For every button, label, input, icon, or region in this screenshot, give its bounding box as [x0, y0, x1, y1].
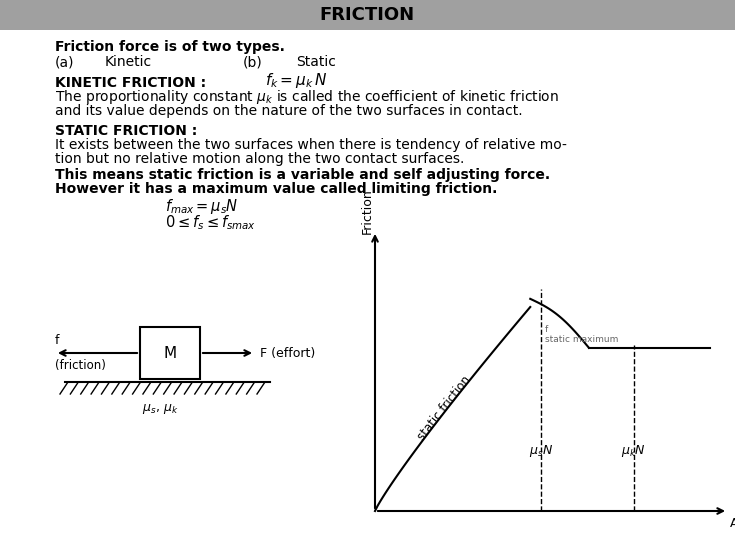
Text: FRICTION: FRICTION	[320, 6, 415, 24]
Text: This means static friction is a variable and self adjusting force.: This means static friction is a variable…	[55, 168, 550, 182]
Text: KINETIC FRICTION :: KINETIC FRICTION :	[55, 76, 206, 90]
Bar	[0, 0, 735, 30]
Text: Applied Force: Applied Force	[730, 517, 735, 529]
Text: Kinetic: Kinetic	[105, 55, 152, 69]
Text: $\mu_s N$: $\mu_s N$	[528, 443, 553, 459]
Text: M: M	[163, 345, 176, 361]
Text: Friction: Friction	[360, 188, 373, 234]
Bar	[140, 327, 200, 379]
Text: static friction: static friction	[415, 373, 473, 442]
Text: (b): (b)	[243, 55, 262, 69]
Text: F (effort): F (effort)	[260, 346, 315, 360]
Text: The proportionality constant $\mu_k$ is called the coefficient of kinetic fricti: The proportionality constant $\mu_k$ is …	[55, 88, 559, 106]
Text: It exists between the two surfaces when there is tendency of relative mo-: It exists between the two surfaces when …	[55, 138, 567, 152]
Text: However it has a maximum value called limiting friction.: However it has a maximum value called li…	[55, 182, 498, 196]
Text: $0 \leq f_s \leq f_{smax}$: $0 \leq f_s \leq f_{smax}$	[165, 214, 256, 232]
Text: f
static maximum: f static maximum	[545, 324, 618, 344]
Text: $\mu_k N$: $\mu_k N$	[622, 443, 646, 459]
Text: f: f	[55, 334, 60, 348]
Text: Friction force is of two types.: Friction force is of two types.	[55, 40, 285, 54]
Text: $\mu_s,\, \mu_k$: $\mu_s,\, \mu_k$	[142, 402, 179, 416]
Text: STATIC FRICTION :: STATIC FRICTION :	[55, 124, 197, 138]
Text: Static: Static	[296, 55, 336, 69]
Text: and its value depends on the nature of the two surfaces in contact.: and its value depends on the nature of t…	[55, 104, 523, 118]
Text: tion but no relative motion along the two contact surfaces.: tion but no relative motion along the tw…	[55, 152, 465, 166]
Text: $f_{max} = \mu_s N$: $f_{max} = \mu_s N$	[165, 198, 238, 216]
Text: (friction): (friction)	[55, 358, 106, 372]
Text: $f_k = \mu_k\, N$: $f_k = \mu_k\, N$	[265, 71, 328, 91]
Text: (a): (a)	[55, 55, 74, 69]
